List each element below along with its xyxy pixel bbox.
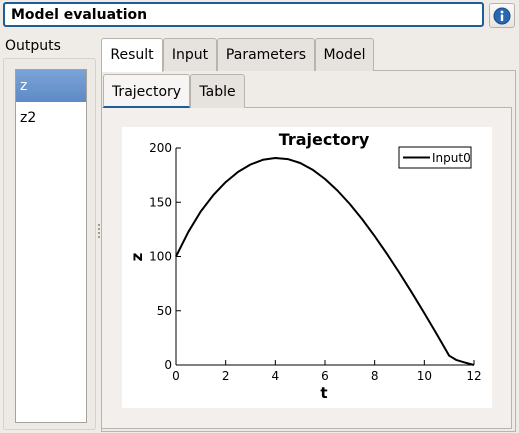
x-tick-label: 4: [272, 369, 280, 383]
x-tick-label: 8: [371, 369, 379, 383]
series-line-input0: [175, 157, 475, 366]
y-tick-label: 150: [149, 195, 172, 209]
outputs-label: Outputs: [5, 38, 61, 54]
title-field[interactable]: Model evaluation: [3, 2, 484, 27]
outputs-panel: z z2: [3, 58, 96, 430]
x-tick-label: 2: [222, 369, 230, 383]
title-text: Model evaluation: [11, 7, 148, 23]
series-group: [175, 157, 475, 366]
y-tick-label: 200: [149, 141, 172, 155]
chart-area: Trajectory t z 0 2 4 6 8 10 12 0 50 100 150 200 Inp…: [122, 127, 492, 408]
list-item-z2[interactable]: z2: [20, 110, 37, 126]
splitter-handle[interactable]: [98, 224, 100, 240]
outputs-list[interactable]: z z2: [15, 69, 87, 423]
y-tick-label: 100: [149, 250, 172, 264]
axes: 0 2 4 6 8 10 12 0 50 100 150 200: [149, 141, 482, 383]
y-tick-label: 0: [164, 358, 172, 372]
tab-input[interactable]: Input: [163, 38, 217, 71]
tab-trajectory[interactable]: Trajectory: [103, 74, 190, 108]
info-icon: [493, 7, 511, 24]
x-tick-label: 6: [321, 369, 329, 383]
trajectory-chart: Trajectory t z 0 2 4 6 8 10 12 0 50 100 150 200 Inp…: [128, 130, 482, 402]
y-axis-label: z: [128, 252, 146, 261]
x-axis-label: t: [320, 384, 327, 402]
tab-result[interactable]: Result: [101, 38, 163, 72]
x-tick-label: 12: [466, 369, 481, 383]
tab-parameters[interactable]: Parameters: [217, 38, 315, 71]
legend-label: Input0: [432, 151, 471, 165]
tab-model[interactable]: Model: [315, 38, 374, 71]
x-tick-label: 10: [417, 369, 432, 383]
legend: Input0: [398, 146, 472, 169]
x-tick-label: 0: [172, 369, 180, 383]
list-item-z[interactable]: z: [16, 70, 86, 102]
chart-title: Trajectory: [279, 130, 370, 149]
info-button[interactable]: [489, 3, 515, 28]
tab-table[interactable]: Table: [190, 74, 245, 108]
y-tick-label: 50: [157, 304, 172, 318]
legend-box: [398, 146, 472, 169]
